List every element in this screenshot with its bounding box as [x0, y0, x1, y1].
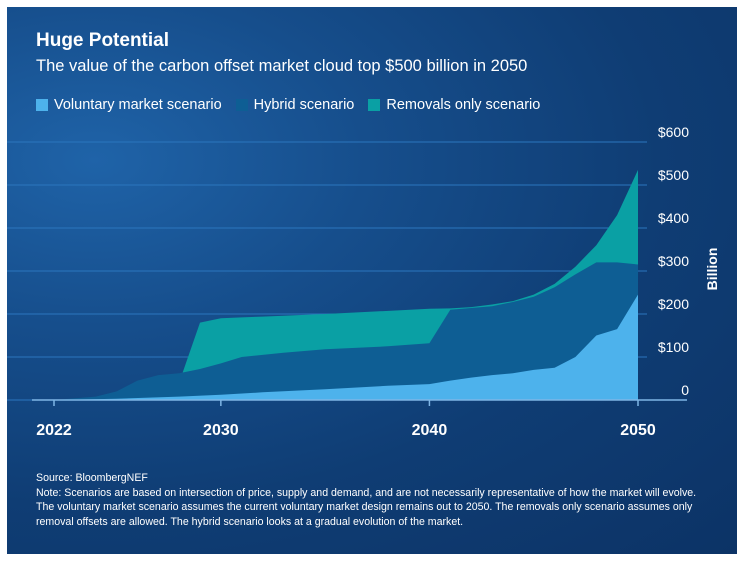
chart-footer: Source: BloombergNEF Note: Scenarios are… [36, 471, 712, 529]
chart-legend: Voluntary market scenario Hybrid scenari… [36, 97, 540, 113]
legend-swatch-voluntary [36, 99, 48, 111]
y-tick-label-4: $400 [658, 210, 689, 226]
y-axis-title: Billion [704, 248, 720, 291]
y-tick-label-5: $500 [658, 167, 689, 183]
legend-swatch-removals [368, 99, 381, 111]
x-tick-label-2022: 2022 [36, 422, 72, 439]
y-tick-label-0: 0 [681, 382, 689, 398]
y-tick-label-1: $100 [658, 339, 689, 355]
y-tick-label-2: $200 [658, 296, 689, 312]
chart-card: Huge Potential The value of the carbon o… [7, 7, 737, 554]
x-tick-label-2030: 2030 [203, 422, 239, 439]
legend-swatch-hybrid [235, 99, 248, 111]
x-tick-label-2050: 2050 [620, 422, 656, 439]
legend-item-voluntary: Voluntary market scenario [36, 97, 222, 113]
area-series-voluntary [54, 294, 638, 400]
chart-subtitle: The value of the carbon offset market cl… [36, 57, 528, 75]
chart-title: Huge Potential [36, 30, 170, 51]
y-tick-label-3: $300 [658, 253, 689, 269]
legend-item-hybrid: Hybrid scenario [235, 97, 355, 113]
legend-label-voluntary: Voluntary market scenario [54, 97, 222, 113]
methodology-note: Note: Scenarios are based on intersectio… [36, 486, 697, 528]
source-note: Source: BloombergNEF [36, 472, 148, 484]
x-tick-label-2040: 2040 [412, 422, 448, 439]
y-tick-label-6: $600 [658, 124, 689, 140]
area-chart: 2022 2030 2040 2050 0 $100 $200 $300 $400 $500 $60… [7, 124, 720, 439]
legend-item-removals: Removals only scenario [368, 97, 540, 113]
legend-label-hybrid: Hybrid scenario [253, 97, 355, 113]
area-series-hybrid [54, 262, 638, 400]
legend-label-removals: Removals only scenario [386, 97, 541, 113]
